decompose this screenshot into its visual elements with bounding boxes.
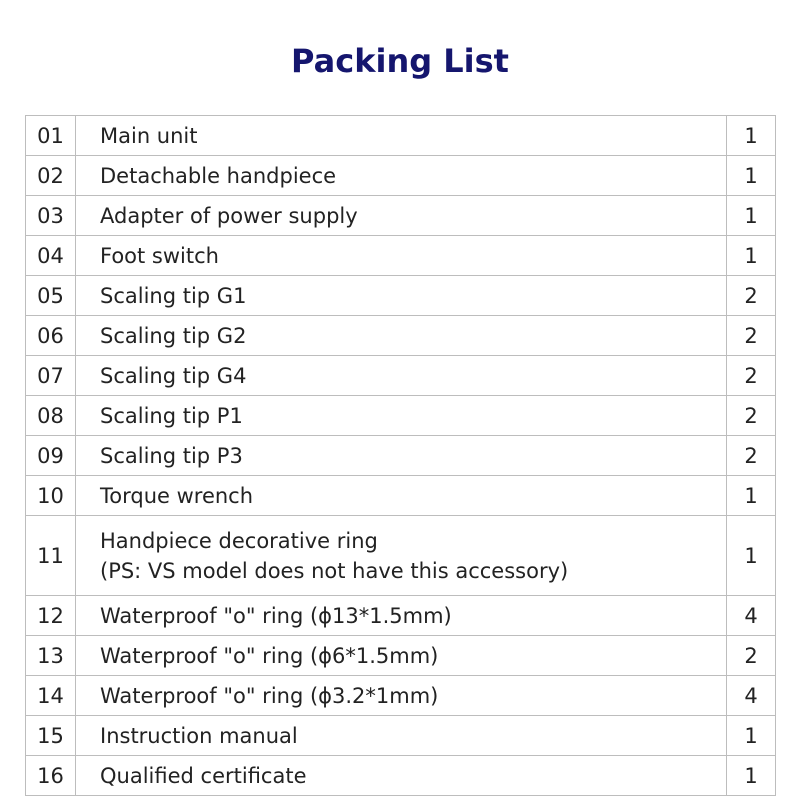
item-quantity: 2 [726,635,776,676]
item-quantity: 2 [726,355,776,396]
item-name-cell: Scaling tip G2 [75,315,727,356]
item-number: 01 [25,115,76,156]
item-number: 14 [25,675,76,716]
table-row: 03 Adapter of power supply 1 [25,195,776,236]
table-row: 09 Scaling tip P3 2 [25,435,776,476]
item-name-cell: Main unit [75,115,727,156]
item-name: Scaling tip P3 [100,443,243,468]
table-row: 06 Scaling tip G2 2 [25,315,776,356]
item-name: Instruction manual [100,723,298,748]
item-name: Waterproof "o" ring (ϕ13*1.5mm) [100,603,452,628]
item-name: Detachable handpiece [100,163,337,188]
item-number: 03 [25,195,76,236]
item-number: 16 [25,755,76,796]
table-row: 11 Handpiece decorative ring (PS: VS mode… [25,515,776,596]
item-name: Adapter of power supply [100,203,358,228]
item-name-cell: Instruction manual [75,715,727,756]
item-number: 08 [25,395,76,436]
table-row: 12 Waterproof "o" ring (ϕ13*1.5mm) 4 [25,595,776,636]
table-row: 13 Waterproof "o" ring (ϕ6*1.5mm) 2 [25,635,776,676]
item-name-cell: Foot switch [75,235,727,276]
item-name-cell: Waterproof "o" ring (ϕ3.2*1mm) [75,675,727,716]
item-name: Handpiece decorative ring [100,528,378,553]
item-name-cell: Detachable handpiece [75,155,727,196]
item-name-cell: Waterproof "o" ring (ϕ6*1.5mm) [75,635,727,676]
item-name: Foot switch [100,243,219,268]
item-number: 12 [25,595,76,636]
table-row: 14 Waterproof "o" ring (ϕ3.2*1mm) 4 [25,675,776,716]
table-row: 16 Qualified certificate 1 [25,755,776,796]
item-name-cell: Qualified certificate [75,755,727,796]
item-quantity: 1 [726,115,776,156]
item-name: Scaling tip G4 [100,363,247,388]
item-name: Qualified certificate [100,763,307,788]
item-name-cell: Torque wrench [75,475,727,516]
item-name: Torque wrench [100,483,254,508]
table-row: 08 Scaling tip P1 2 [25,395,776,436]
item-quantity: 1 [726,155,776,196]
item-quantity: 2 [726,435,776,476]
page-title: Packing List [291,42,509,80]
item-number: 10 [25,475,76,516]
item-quantity: 1 [726,715,776,756]
table-row: 05 Scaling tip G1 2 [25,275,776,316]
table-row: 10 Torque wrench 1 [25,475,776,516]
item-quantity: 1 [726,235,776,276]
item-name: Main unit [100,123,198,148]
table-row: 15 Instruction manual 1 [25,715,776,756]
item-name-cell: Adapter of power supply [75,195,727,236]
item-number: 09 [25,435,76,476]
item-quantity: 2 [726,395,776,436]
item-name: Waterproof "o" ring (ϕ3.2*1mm) [100,683,439,708]
item-name: Scaling tip G2 [100,323,247,348]
item-name-cell: Scaling tip G4 [75,355,727,396]
item-note: (PS: VS model does not have this accesso… [100,558,569,583]
item-number: 07 [25,355,76,396]
item-quantity: 4 [726,595,776,636]
item-number: 05 [25,275,76,316]
item-quantity: 1 [726,515,776,596]
item-quantity: 1 [726,755,776,796]
table-row: 02 Detachable handpiece 1 [25,155,776,196]
item-name-cell: Waterproof "o" ring (ϕ13*1.5mm) [75,595,727,636]
item-quantity: 1 [726,195,776,236]
table-row: 01 Main unit 1 [25,115,776,156]
item-quantity: 2 [726,315,776,356]
item-name: Scaling tip G1 [100,283,247,308]
item-number: 06 [25,315,76,356]
table-row: 04 Foot switch 1 [25,235,776,276]
item-name-cell: Scaling tip P3 [75,435,727,476]
item-name: Waterproof "o" ring (ϕ6*1.5mm) [100,643,439,668]
item-number: 15 [25,715,76,756]
item-number: 04 [25,235,76,276]
item-number: 13 [25,635,76,676]
item-number: 11 [25,515,76,596]
item-name-cell: Scaling tip G1 [75,275,727,316]
item-name: Scaling tip P1 [100,403,243,428]
item-number: 02 [25,155,76,196]
item-quantity: 4 [726,675,776,716]
item-quantity: 1 [726,475,776,516]
item-name-cell: Handpiece decorative ring (PS: VS model d… [75,515,727,596]
item-quantity: 2 [726,275,776,316]
item-name-cell: Scaling tip P1 [75,395,727,436]
table-row: 07 Scaling tip G4 2 [25,355,776,396]
